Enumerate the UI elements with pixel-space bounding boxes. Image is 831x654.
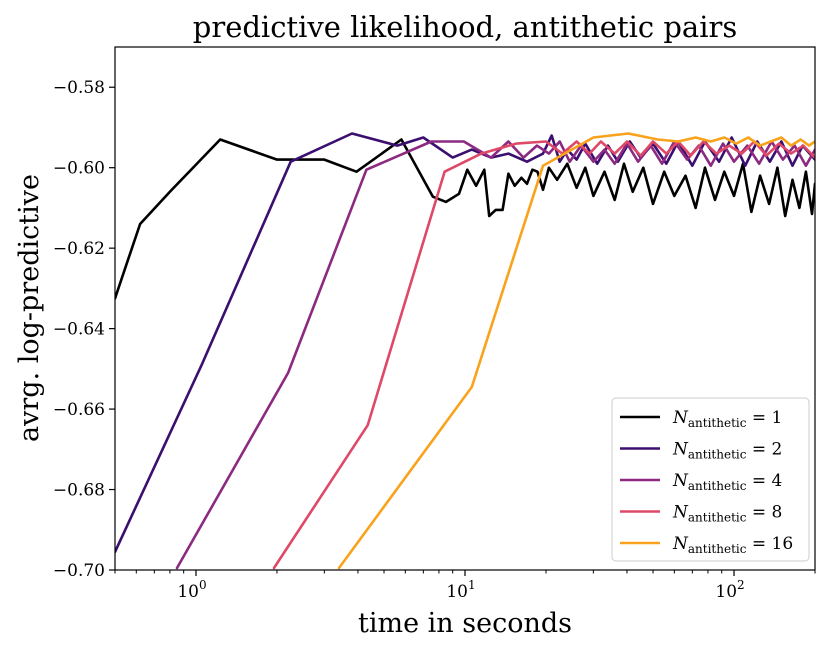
chart-title: predictive likelihood, antithetic pairs (193, 10, 737, 44)
legend-entry: Nantithetic = 4 (672, 471, 782, 493)
plot-lines (115, 132, 815, 570)
series-line-1 (115, 132, 815, 554)
plot-frame (114, 46, 816, 571)
x-tick-label: 101 (446, 578, 475, 602)
series-line-0 (115, 138, 815, 300)
x-tick-label: 102 (715, 578, 744, 602)
y-tick-label: −0.66 (53, 400, 105, 420)
legend-entry: Nantithetic = 16 (672, 534, 793, 556)
x-axis-label: time in seconds (358, 608, 572, 639)
legend-entry: Nantithetic = 2 (672, 440, 782, 462)
series-line-4 (337, 132, 815, 570)
series-line-3 (272, 140, 815, 570)
legend-entry: Nantithetic = 1 (672, 408, 782, 430)
legend: Nantithetic = 1 Nantithetic = 2 Nantitheti… (611, 397, 810, 562)
x-tick-label: 100 (177, 578, 206, 602)
y-tick-label: −0.64 (53, 320, 105, 340)
y-axis-ticks: −0.70 −0.68 −0.66 −0.64 −0.62 −0.60 −0.58 (53, 78, 115, 581)
y-tick-label: −0.70 (53, 561, 105, 581)
y-tick-label: −0.60 (53, 159, 105, 179)
x-axis-ticks: 100 101 102 (114, 570, 816, 602)
y-tick-label: −0.58 (53, 78, 105, 98)
y-tick-label: −0.62 (53, 239, 105, 259)
y-tick-label: −0.68 (53, 481, 105, 501)
legend-box (611, 397, 810, 562)
series-line-2 (175, 140, 815, 570)
y-axis-label: avrg. log-predictive (14, 174, 45, 442)
legend-entry: Nantithetic = 8 (672, 503, 782, 525)
